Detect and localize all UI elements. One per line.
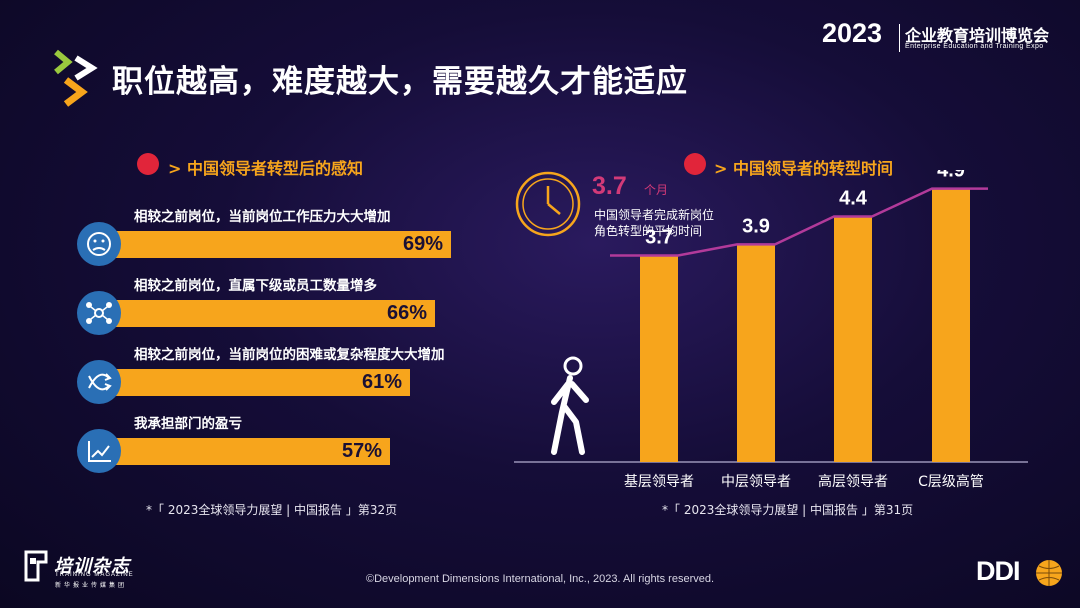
- chart-category-label: 中层领导者: [721, 474, 791, 490]
- chart-category-label: 基层领导者: [624, 473, 694, 490]
- training-magazine-logo-icon: [24, 550, 48, 582]
- expo-divider: [899, 24, 900, 52]
- chart-bar: [640, 255, 678, 462]
- clock-icon: [515, 171, 581, 237]
- page-title: 职位越高，难度越大，需要越久才能适应: [112, 64, 688, 100]
- avg-transition-desc-1: 中国领导者完成新岗位: [594, 208, 715, 222]
- expo-name-cn: 企业教育培训博览会: [905, 26, 1050, 45]
- perception-bar-value: 57%: [341, 440, 382, 462]
- chart-bar-value: 4.4: [839, 187, 868, 209]
- expo-name-en: Enterprise Education and Training Expo: [905, 43, 1044, 50]
- avg-transition-value: 3.7: [592, 172, 627, 200]
- right-section-title: > 中国领导者的转型时间: [714, 159, 893, 178]
- right-section-title-text: 中国领导者的转型时间: [732, 159, 893, 178]
- avg-transition-desc-2: 角色转型的平均时间: [594, 224, 703, 238]
- perception-bar: 57%: [100, 438, 390, 465]
- perception-bar-value: 69%: [402, 233, 443, 255]
- copyright-text: ©Development Dimensions International, I…: [365, 573, 715, 585]
- stressed-face-icon: [77, 222, 121, 266]
- perception-bar: 66%: [100, 300, 435, 327]
- chart-trend-line: [610, 187, 988, 257]
- ddi-logo: DDI: [976, 556, 1020, 586]
- globe-icon: [1036, 560, 1062, 586]
- right-source-note: *「 2023全球领导力展望 | 中国报告 」第31页: [662, 503, 914, 517]
- perception-item-label: 相较之前岗位，当前岗位工作压力大大增加: [134, 209, 391, 225]
- walking-person-icon: [551, 356, 589, 455]
- section-badge-icon: [684, 153, 706, 175]
- trend-chart-icon: [77, 429, 121, 473]
- perception-item-label: 相较之前岗位，直属下级或员工数量增多: [134, 278, 377, 294]
- section-badge-icon: [137, 153, 159, 175]
- left-section-title: > 中国领导者转型后的感知: [168, 159, 363, 178]
- chart-bar: [932, 188, 970, 462]
- chart-bar-value: 3.9: [742, 215, 770, 237]
- perception-bar: 69%: [100, 231, 451, 258]
- expo-year: 2023: [822, 18, 883, 48]
- training-magazine-name-en: TRAINING MAGAZINE: [55, 572, 134, 578]
- perception-bar-value: 61%: [361, 371, 402, 393]
- transition-time-bar-chart: 3.7 基层领导者 3.9 中层领导者 4.4 高层领导者 4.9 C层级高管: [514, 170, 1028, 490]
- avg-transition-unit: 个月: [644, 183, 669, 197]
- perception-bar-value: 66%: [386, 302, 427, 324]
- network-people-icon: [77, 291, 121, 335]
- left-section-title-text: 中国领导者转型后的感知: [186, 159, 363, 178]
- complex-arrows-icon: [77, 360, 121, 404]
- perception-bar: 61%: [100, 369, 410, 396]
- chart-bar-value: 4.9: [937, 170, 965, 182]
- training-magazine-name: 培训杂志: [54, 556, 130, 577]
- chart-bar: [737, 244, 775, 462]
- chart-category-label: 高层领导者: [818, 473, 888, 490]
- perception-item-label: 我承担部门的盈亏: [134, 416, 242, 432]
- chart-category-label: C层级高管: [918, 473, 984, 490]
- chart-bar-value: 3.7: [645, 227, 673, 249]
- training-magazine-publisher: 新华报业传媒集团: [55, 582, 128, 589]
- chevron-logo-icon: [54, 49, 98, 107]
- perception-item-label: 相较之前岗位，当前岗位的困难或复杂程度大大增加: [134, 347, 445, 363]
- chart-bar: [834, 216, 872, 462]
- left-source-note: *「 2023全球领导力展望 | 中国报告 」第32页: [146, 503, 398, 517]
